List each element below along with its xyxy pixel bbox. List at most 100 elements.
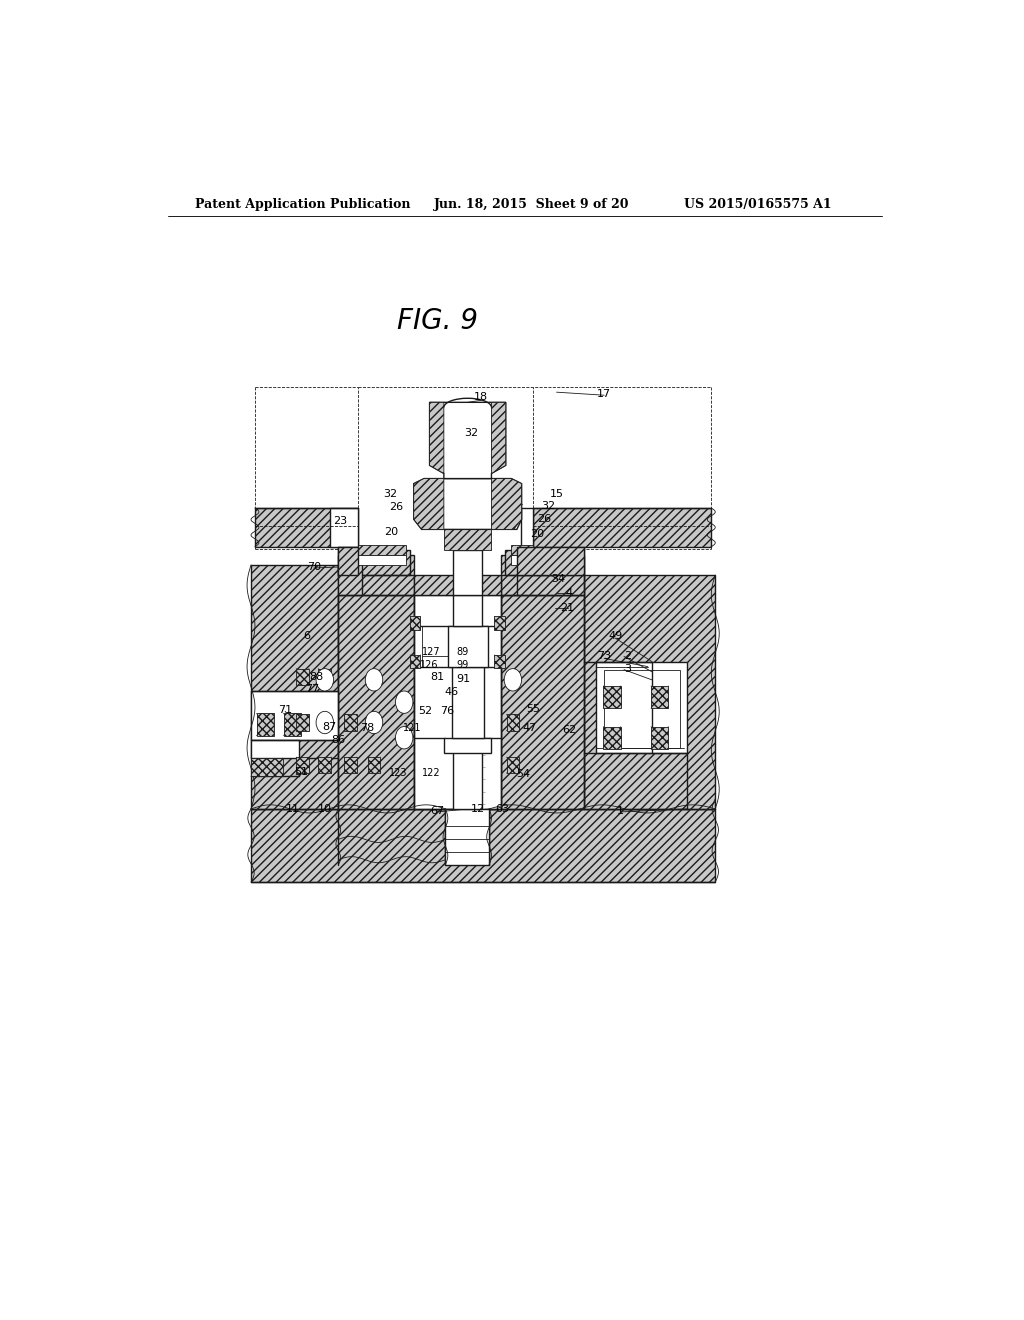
Circle shape — [366, 669, 383, 690]
Bar — [603, 686, 621, 709]
Bar — [296, 714, 309, 731]
Text: 54: 54 — [516, 770, 530, 779]
Polygon shape — [430, 403, 506, 479]
Bar — [251, 758, 283, 776]
Text: 87: 87 — [323, 722, 337, 731]
Circle shape — [316, 669, 334, 690]
Text: 52: 52 — [418, 706, 432, 717]
Bar — [454, 549, 482, 595]
Text: 91: 91 — [456, 673, 470, 684]
Bar — [454, 748, 482, 809]
Bar — [362, 549, 410, 576]
Bar — [368, 758, 380, 774]
Bar — [507, 714, 519, 731]
Text: 86: 86 — [331, 735, 345, 744]
Text: 81: 81 — [430, 672, 444, 681]
Circle shape — [366, 711, 383, 734]
Bar — [501, 554, 585, 595]
Text: 55: 55 — [525, 705, 540, 714]
Text: 10: 10 — [317, 804, 332, 814]
Text: 99: 99 — [457, 660, 469, 669]
Bar — [331, 508, 358, 546]
Bar — [344, 758, 356, 774]
Bar — [454, 595, 482, 626]
Bar — [443, 738, 492, 752]
Text: 71: 71 — [279, 705, 292, 715]
Bar — [596, 661, 687, 752]
Bar — [495, 655, 505, 668]
Bar — [255, 508, 358, 546]
Bar — [507, 758, 519, 774]
Text: 34: 34 — [551, 574, 565, 585]
Bar — [511, 545, 532, 554]
Text: 63: 63 — [496, 804, 510, 814]
Bar — [521, 508, 532, 546]
Text: 126: 126 — [420, 660, 439, 669]
Bar — [318, 669, 331, 685]
Bar — [505, 549, 553, 576]
Text: 89: 89 — [457, 647, 469, 657]
Polygon shape — [492, 403, 506, 474]
Polygon shape — [414, 479, 521, 529]
Bar — [511, 554, 532, 565]
Text: 20: 20 — [384, 528, 398, 537]
Text: 18: 18 — [474, 392, 488, 403]
Bar — [411, 616, 421, 630]
Text: 26: 26 — [389, 502, 403, 512]
Bar — [603, 726, 621, 748]
Bar — [338, 546, 358, 576]
Bar — [604, 669, 680, 748]
Bar — [651, 686, 669, 709]
Text: 123: 123 — [388, 768, 408, 779]
Text: 49: 49 — [608, 631, 623, 642]
Text: 1: 1 — [616, 807, 624, 816]
Text: 67: 67 — [430, 807, 444, 816]
Bar — [447, 626, 487, 667]
Bar — [358, 545, 406, 554]
Polygon shape — [492, 479, 521, 529]
Text: 32: 32 — [542, 502, 556, 511]
Bar — [251, 565, 338, 809]
Circle shape — [395, 726, 413, 748]
Text: 2: 2 — [625, 652, 632, 661]
Bar — [517, 546, 585, 576]
Bar — [251, 809, 715, 882]
Text: 32: 32 — [383, 488, 397, 499]
Text: 11: 11 — [286, 804, 300, 814]
Text: 47: 47 — [522, 722, 537, 733]
Text: 76: 76 — [440, 706, 454, 717]
Text: 15: 15 — [550, 488, 563, 499]
Text: 21: 21 — [560, 603, 574, 612]
Text: 73: 73 — [597, 652, 611, 661]
Bar — [452, 667, 483, 738]
Bar — [501, 595, 585, 809]
Text: 23: 23 — [334, 516, 348, 527]
Bar — [445, 809, 489, 865]
Bar — [338, 554, 414, 595]
Bar — [251, 690, 338, 739]
Text: FIG. 9: FIG. 9 — [397, 308, 478, 335]
Text: 122: 122 — [422, 768, 440, 779]
Text: 88: 88 — [309, 672, 324, 681]
Text: 6: 6 — [303, 631, 310, 642]
Text: 3: 3 — [625, 664, 632, 673]
Bar — [251, 739, 299, 758]
Bar — [344, 714, 356, 731]
Bar — [338, 595, 414, 809]
Bar — [495, 616, 505, 630]
Bar — [296, 758, 309, 774]
Bar — [651, 726, 669, 748]
Text: 127: 127 — [422, 647, 440, 657]
Text: Patent Application Publication: Patent Application Publication — [196, 198, 411, 211]
Bar — [257, 713, 274, 735]
Text: 4: 4 — [565, 589, 572, 598]
Polygon shape — [430, 403, 443, 474]
Text: US 2015/0165575 A1: US 2015/0165575 A1 — [684, 198, 831, 211]
Bar — [585, 576, 715, 809]
Text: 121: 121 — [402, 722, 421, 733]
Text: 70: 70 — [306, 562, 321, 572]
Bar — [358, 554, 406, 565]
Text: 26: 26 — [538, 515, 552, 524]
Polygon shape — [414, 479, 443, 529]
Text: 20: 20 — [530, 529, 545, 540]
